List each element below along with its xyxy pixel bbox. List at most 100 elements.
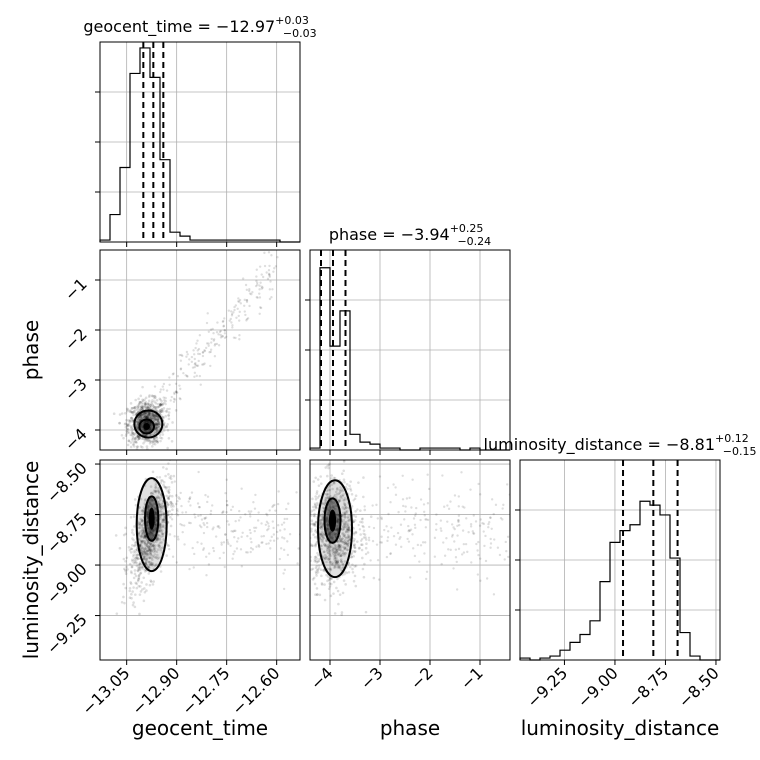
sample-point (122, 582, 125, 586)
sample-point (146, 549, 149, 552)
sample-point (155, 550, 159, 554)
sample-point (158, 409, 162, 412)
sample-point (314, 555, 318, 559)
sample-point (152, 405, 155, 408)
sample-point (155, 427, 158, 430)
sample-point (156, 405, 159, 409)
sample-point (154, 538, 158, 542)
sample-point (176, 374, 180, 378)
sample-point (154, 401, 158, 405)
sample-point (153, 418, 156, 421)
sample-point (157, 419, 160, 423)
sample-point (143, 415, 146, 419)
sample-point (337, 492, 341, 496)
sample-point (333, 476, 337, 480)
sample-point (200, 542, 203, 545)
sample-point (343, 516, 347, 519)
sample-point (132, 555, 135, 558)
sample-point (141, 446, 144, 449)
sample-point (354, 530, 358, 534)
sample-point (136, 557, 140, 561)
sample-point (343, 560, 347, 563)
sample-point (163, 520, 167, 524)
sample-point (161, 433, 165, 436)
sample-point (325, 516, 329, 520)
sample-point (350, 492, 354, 496)
sample-point (175, 391, 178, 394)
sample-point (337, 520, 340, 524)
sample-point (389, 552, 392, 556)
sample-point (137, 435, 140, 439)
sample-point (332, 495, 336, 498)
sample-point (346, 544, 349, 547)
panel-frame (519, 459, 721, 661)
sample-point (446, 520, 449, 523)
sample-point (339, 490, 342, 493)
sample-point (144, 416, 148, 419)
sample-point (324, 501, 327, 505)
sample-point (226, 503, 229, 507)
sample-point (146, 406, 149, 410)
sample-point (340, 539, 343, 543)
sample-point (132, 442, 136, 446)
sample-point (154, 415, 157, 419)
sample-point (157, 489, 160, 493)
density-peak (143, 423, 150, 430)
sample-point (152, 413, 155, 417)
sample-point (156, 538, 159, 541)
panel-frame (309, 249, 511, 451)
sample-point (387, 512, 390, 516)
sample-point (155, 422, 158, 425)
sample-point (322, 550, 326, 554)
sample-point (319, 537, 323, 541)
sample-point (310, 509, 314, 513)
sample-point (260, 541, 263, 544)
sample-point (320, 539, 323, 542)
sample-point (183, 524, 186, 527)
sample-point (145, 411, 148, 415)
sample-point (220, 543, 223, 546)
sample-point (141, 532, 144, 535)
sample-point (341, 489, 344, 493)
sample-point (268, 509, 271, 512)
sample-point (338, 540, 341, 543)
sample-point (154, 418, 158, 421)
sample-point (342, 552, 345, 555)
sample-point (512, 550, 514, 552)
sample-point (150, 426, 154, 430)
sample-point (150, 543, 153, 546)
sample-point (359, 520, 362, 524)
sample-point (154, 428, 158, 431)
sample-point (173, 480, 177, 483)
sample-point (476, 549, 479, 552)
sample-point (154, 396, 157, 399)
sample-point (148, 532, 151, 536)
sample-point (316, 551, 319, 555)
sample-point (146, 415, 149, 418)
sample-point (258, 284, 261, 287)
sample-point (155, 430, 159, 434)
sample-point (144, 412, 147, 415)
sample-point (150, 402, 153, 406)
sample-point (503, 558, 506, 561)
sample-point (314, 497, 318, 501)
sample-point (144, 402, 148, 406)
sample-point (129, 416, 133, 420)
sample-point (312, 505, 315, 509)
sample-point (333, 551, 337, 554)
sample-point (352, 579, 356, 583)
sample-point (241, 277, 245, 280)
sample-point (359, 533, 362, 536)
sample-point (345, 542, 349, 546)
sample-point (145, 538, 149, 542)
sample-point (158, 538, 162, 541)
sample-point (412, 517, 416, 520)
sample-point (325, 492, 328, 496)
sample-point (315, 572, 318, 575)
sample-point (446, 504, 449, 507)
sample-point (131, 418, 134, 422)
sample-point (314, 566, 318, 570)
sample-point (332, 554, 336, 557)
sample-point (320, 533, 323, 537)
sample-point (158, 510, 162, 513)
